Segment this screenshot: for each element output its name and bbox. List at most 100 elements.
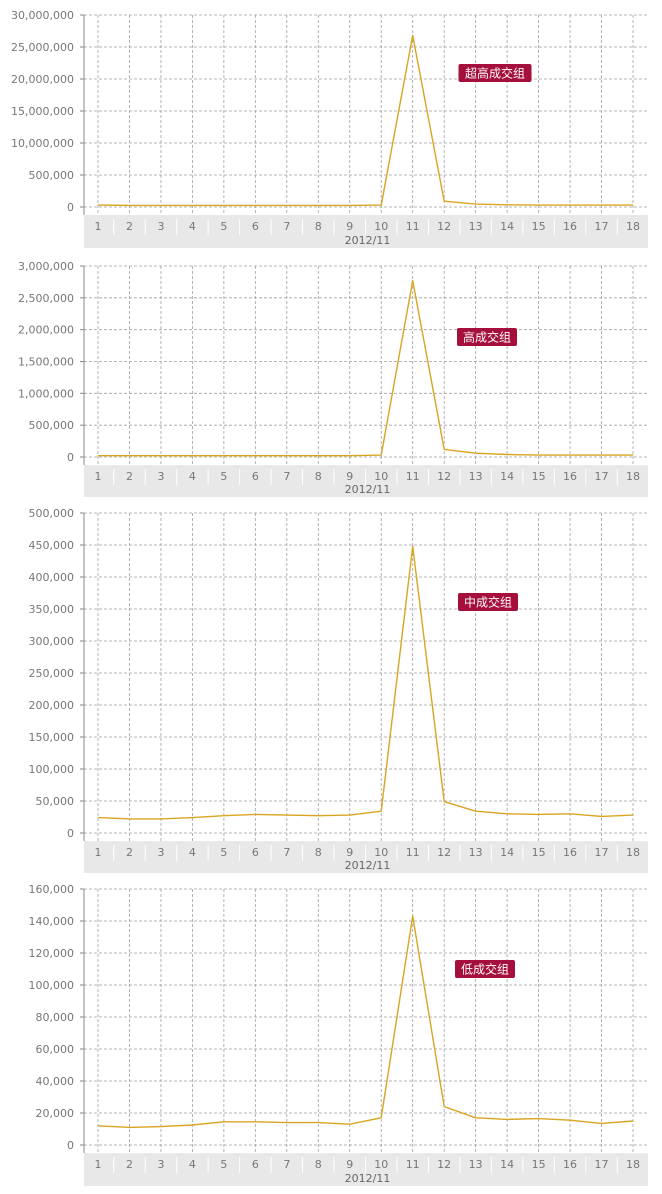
x-tick-label: 15 (532, 1158, 546, 1171)
y-tick-label: 15,000,000 (11, 105, 74, 118)
x-tick-label: 7 (283, 846, 290, 859)
x-tick-label: 17 (595, 470, 609, 483)
x-tick-label: 12 (437, 220, 451, 233)
x-tick-label: 15 (532, 846, 546, 859)
x-tick-label: 2 (126, 220, 133, 233)
x-tick-label: 8 (315, 1158, 322, 1171)
x-tick-label: 14 (500, 220, 514, 233)
badge-background (458, 64, 532, 82)
x-tick-label: 11 (406, 846, 420, 859)
badge-background (455, 960, 515, 978)
x-tick-label: 8 (315, 470, 322, 483)
series-annotation-badge: 中成交组 (458, 593, 518, 611)
x-tick-label: 12 (437, 1158, 451, 1171)
badge-label: 低成交组 (461, 962, 509, 977)
badge-label: 中成交组 (464, 595, 512, 610)
y-tick-label: 250,000 (29, 667, 75, 680)
y-tick-label: 10,000,000 (11, 137, 74, 150)
x-tick-label: 9 (346, 470, 353, 483)
x-tick-label: 4 (189, 220, 196, 233)
x-tick-label: 15 (532, 470, 546, 483)
y-tick-label: 1,000,000 (18, 387, 74, 400)
x-tick-label: 14 (500, 846, 514, 859)
y-tick-label: 400,000 (29, 571, 75, 584)
y-tick-label: 0 (67, 451, 74, 464)
x-tick-label: 13 (469, 846, 483, 859)
x-tick-label: 11 (406, 220, 420, 233)
y-tick-label: 25,000,000 (11, 41, 74, 54)
x-tick-label: 16 (563, 220, 577, 233)
x-tick-label: 1 (95, 846, 102, 859)
x-tick-label: 3 (157, 1158, 164, 1171)
x-tick-label: 12 (437, 470, 451, 483)
badge-background (457, 328, 517, 346)
badge-background (458, 593, 518, 611)
x-tick-label: 6 (252, 846, 259, 859)
series-line (97, 545, 634, 820)
x-tick-label: 13 (469, 470, 483, 483)
y-tick-label: 100,000 (29, 979, 75, 992)
x-tick-label: 5 (220, 846, 227, 859)
x-tick-label: 11 (406, 1158, 420, 1171)
y-tick-label: 0 (67, 1139, 74, 1152)
x-tick-label: 1 (95, 220, 102, 233)
x-tick-label: 3 (157, 470, 164, 483)
series-annotation-badge: 超高成交组 (458, 64, 532, 82)
y-tick-label: 100,000 (29, 763, 75, 776)
x-tick-label: 4 (189, 1158, 196, 1171)
x-tick-label: 3 (157, 220, 164, 233)
y-tick-label: 20,000 (36, 1107, 75, 1120)
x-tick-label: 7 (283, 1158, 290, 1171)
x-tick-label: 14 (500, 470, 514, 483)
y-tick-label: 300,000 (29, 635, 75, 648)
x-tick-label: 10 (374, 1158, 388, 1171)
x-tick-label: 1 (95, 470, 102, 483)
y-tick-label: 40,000 (36, 1075, 75, 1088)
x-tick-label: 7 (283, 220, 290, 233)
x-tick-label: 14 (500, 1158, 514, 1171)
period-label: 2012/11 (345, 483, 391, 496)
y-tick-label: 500,000 (29, 419, 75, 432)
x-tick-label: 10 (374, 846, 388, 859)
x-tick-label: 13 (469, 220, 483, 233)
series-annotation-badge: 低成交组 (455, 960, 515, 978)
x-tick-label: 7 (283, 470, 290, 483)
y-tick-label: 350,000 (29, 603, 75, 616)
period-label: 2012/11 (345, 859, 391, 872)
x-tick-label: 10 (374, 470, 388, 483)
x-tick-label: 8 (315, 220, 322, 233)
x-tick-label: 6 (252, 220, 259, 233)
line-chart-1: 0500,00010,000,00015,000,00020,000,00025… (11, 9, 648, 248)
period-label: 2012/11 (345, 234, 391, 247)
y-tick-label: 160,000 (29, 883, 75, 896)
y-tick-label: 200,000 (29, 699, 75, 712)
x-tick-label: 3 (157, 846, 164, 859)
y-tick-label: 80,000 (36, 1011, 75, 1024)
x-tick-label: 18 (626, 1158, 640, 1171)
period-label: 2012/11 (345, 1172, 391, 1185)
x-tick-label: 12 (437, 846, 451, 859)
x-tick-label: 9 (346, 1158, 353, 1171)
x-tick-label: 9 (346, 220, 353, 233)
line-chart-4: 0 20,000 40,000 60,000 80,000 100,000 120,000 1… (29, 883, 648, 1186)
line-chart-2: 0 500,000 1,000,000 1,500,000 2,000,000 2,500… (18, 260, 648, 497)
y-tick-label: 2,500,000 (18, 292, 74, 305)
x-tick-label: 11 (406, 470, 420, 483)
x-tick-label: 18 (626, 470, 640, 483)
y-tick-label: 60,000 (36, 1043, 75, 1056)
x-tick-label: 8 (315, 846, 322, 859)
y-tick-label: 2,000,000 (18, 324, 74, 337)
x-tick-label: 15 (532, 220, 546, 233)
x-tick-label: 4 (189, 470, 196, 483)
y-tick-label: 20,000,000 (11, 73, 74, 86)
y-tick-label: 120,000 (29, 947, 75, 960)
y-tick-label: 30,000,000 (11, 9, 74, 22)
x-tick-label: 17 (595, 846, 609, 859)
x-tick-label: 13 (469, 1158, 483, 1171)
badge-label: 高成交组 (463, 330, 511, 345)
badge-label: 超高成交组 (465, 66, 525, 81)
series-line (97, 915, 634, 1129)
x-tick-label: 5 (220, 470, 227, 483)
series-annotation-badge: 高成交组 (457, 328, 517, 346)
